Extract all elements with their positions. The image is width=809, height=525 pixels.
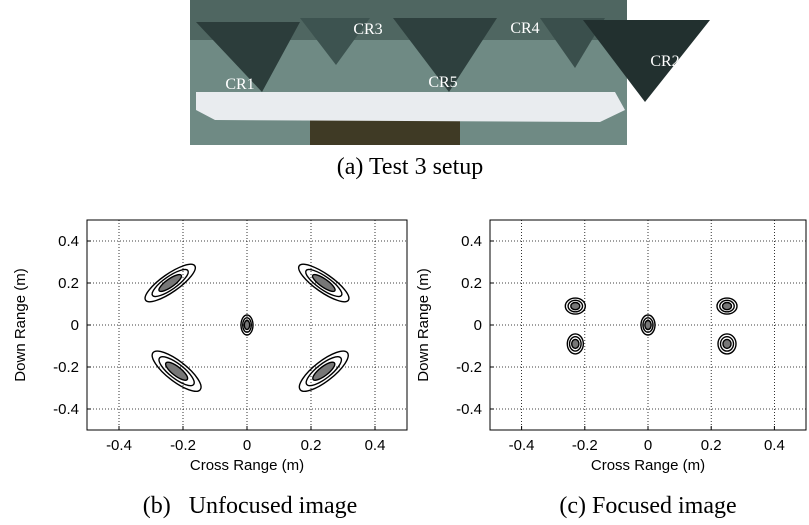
contour [723,339,731,348]
y-tick-label: 0 [71,317,79,334]
x-tick-label: 0.4 [365,437,386,454]
y-tick-label: -0.2 [456,359,482,376]
target-blob [641,315,655,335]
x-axis-label: Cross Range (m) [591,457,705,474]
y-tick-label: 0.2 [461,275,482,292]
x-tick-label: -0.2 [170,437,196,454]
target-blob [241,315,253,335]
contour [244,321,249,330]
x-tick-label: -0.4 [509,437,535,454]
target-label: CR3 [353,21,382,38]
y-tick-label: 0.2 [58,275,79,292]
caption: (a) Test 3 setup [337,154,484,180]
target-blob [717,298,737,314]
contour [572,339,579,348]
contour [723,303,732,310]
y-axis-label: Down Range (m) [12,268,29,381]
x-axis-label: Cross Range (m) [190,457,304,474]
x-tick-label: -0.4 [106,437,132,454]
x-tick-label: 0 [243,437,251,454]
y-tick-label: 0.4 [58,233,79,250]
x-tick-label: 0 [644,437,652,454]
target-blob [565,298,585,314]
y-tick-label: -0.4 [456,401,482,418]
figure: CR1 CR3 CR5 CR4 CR2 (a) Test 3 setup -0.… [0,0,809,525]
y-tick-label: -0.4 [53,401,79,418]
contour [571,303,580,310]
y-tick-label: 0.4 [461,233,482,250]
y-tick-label: -0.2 [53,359,79,376]
target-label: CR1 [225,76,254,93]
caption: (c) Focused image [559,493,736,519]
y-tick-label: 0 [474,317,482,334]
contour [645,321,651,330]
target-blob [718,334,736,354]
target-blob [567,334,583,354]
y-axis-label: Down Range (m) [415,268,432,381]
caption: (b) Unfocused image [143,493,358,519]
x-tick-label: -0.2 [572,437,598,454]
x-tick-label: 0.2 [301,437,322,454]
target-label: CR5 [428,74,457,91]
target-label: CR4 [510,20,539,37]
x-tick-label: 0.2 [701,437,722,454]
x-tick-label: 0.4 [764,437,785,454]
setup-photo [190,0,710,145]
target-label: CR2 [650,53,679,70]
